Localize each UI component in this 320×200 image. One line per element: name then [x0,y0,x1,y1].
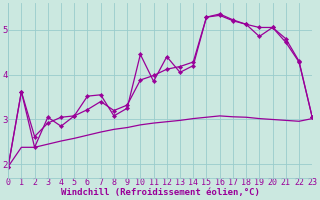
X-axis label: Windchill (Refroidissement éolien,°C): Windchill (Refroidissement éolien,°C) [61,188,260,197]
